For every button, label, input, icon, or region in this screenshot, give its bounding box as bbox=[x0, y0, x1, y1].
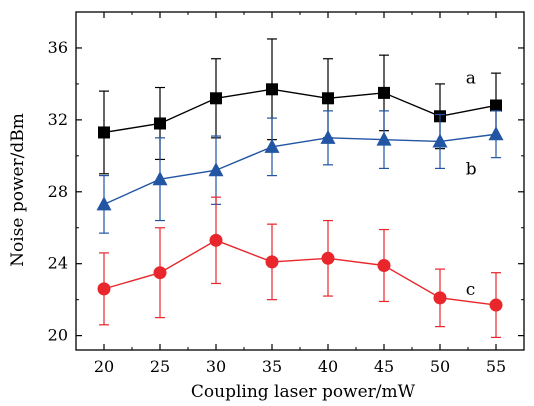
axes: 20 25 30 35 40 45 50 55 20 24 28 32 36 bbox=[48, 11, 525, 376]
x-axis-title: Coupling laser power/mW bbox=[191, 382, 416, 402]
y-tick-label: 36 bbox=[48, 38, 68, 57]
y-tick-label: 24 bbox=[48, 254, 68, 273]
data-point bbox=[98, 126, 110, 139]
x-tick-label: 40 bbox=[318, 357, 338, 376]
data-point bbox=[322, 92, 334, 105]
data-point bbox=[488, 126, 504, 141]
series-b: b bbox=[96, 110, 504, 234]
data-point bbox=[490, 99, 502, 112]
series-line bbox=[103, 88, 497, 134]
data-point bbox=[321, 251, 335, 265]
x-tick-label: 35 bbox=[262, 357, 282, 376]
data-point bbox=[432, 133, 448, 148]
data-point bbox=[209, 233, 223, 247]
series-label-b: b bbox=[466, 159, 477, 179]
y-tick-label: 28 bbox=[48, 182, 68, 201]
x-tick-label: 30 bbox=[206, 357, 226, 376]
data-point bbox=[264, 138, 280, 153]
data-point bbox=[210, 92, 222, 105]
x-tick-label: 20 bbox=[94, 357, 114, 376]
data-point bbox=[376, 131, 392, 146]
series-a: a bbox=[98, 38, 502, 175]
data-point bbox=[208, 162, 224, 177]
data-point bbox=[266, 83, 278, 96]
x-tick-label: 55 bbox=[486, 357, 506, 376]
data-point bbox=[153, 266, 167, 280]
data-point bbox=[433, 291, 447, 305]
data-point bbox=[489, 298, 503, 312]
x-tick-label: 45 bbox=[374, 357, 394, 376]
data-point bbox=[154, 117, 166, 130]
series-label-c: c bbox=[466, 280, 476, 300]
data-point bbox=[377, 259, 391, 272]
plot-area: a b c bbox=[96, 38, 504, 339]
data-point bbox=[320, 129, 336, 144]
data-point bbox=[265, 255, 279, 269]
x-tick-label: 50 bbox=[430, 357, 450, 376]
plot-frame bbox=[75, 11, 525, 351]
y-tick-label: 32 bbox=[48, 110, 68, 129]
y-axis-title: Noise power/dBm bbox=[8, 113, 28, 267]
series-line bbox=[103, 133, 497, 206]
data-point bbox=[97, 282, 111, 296]
series-label-a: a bbox=[466, 68, 476, 88]
data-point bbox=[152, 171, 168, 186]
data-point bbox=[378, 86, 390, 99]
x-tick-label: 25 bbox=[150, 357, 170, 376]
y-tick-label: 20 bbox=[48, 326, 68, 345]
series-line bbox=[103, 239, 497, 306]
series-c: c bbox=[97, 196, 503, 339]
data-point bbox=[96, 196, 112, 211]
